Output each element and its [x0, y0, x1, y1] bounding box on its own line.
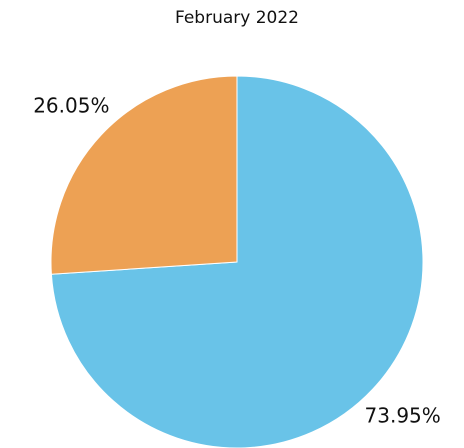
- data-label: 26.05%: [33, 93, 109, 117]
- chart-title: February 2022: [175, 8, 299, 28]
- data-label: 73.95%: [365, 404, 441, 428]
- pie-slice: [50, 75, 238, 275]
